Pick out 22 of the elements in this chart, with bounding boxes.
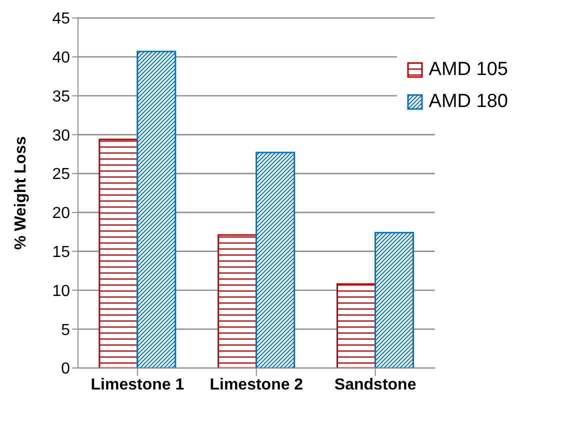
y-tick-label: 35 — [52, 88, 70, 106]
x-tick-label: Sandstone — [334, 376, 416, 394]
bar — [136, 50, 176, 368]
bar — [336, 283, 376, 368]
y-tick-label: 5 — [61, 322, 70, 339]
bar — [374, 232, 414, 368]
y-tick-label: 25 — [52, 166, 70, 184]
y-tick-label: 0 — [61, 360, 70, 378]
y-tick-label: 20 — [52, 205, 70, 222]
legend-label: AMD 105 — [428, 58, 508, 82]
x-tick-label: Limestone 1 — [90, 376, 184, 394]
y-tick-label: 45 — [52, 10, 70, 28]
bar — [256, 152, 296, 368]
legend-label: AMD 180 — [428, 90, 508, 114]
y-tick-label: 10 — [52, 282, 70, 300]
y-tick-label: 15 — [52, 244, 70, 262]
y-axis-title: % Weight Loss — [12, 136, 30, 250]
y-tick-label: 30 — [52, 127, 70, 144]
bar — [98, 138, 138, 368]
x-tick-label: Limestone 2 — [210, 376, 304, 394]
bar — [218, 234, 258, 368]
y-tick-label: 40 — [52, 50, 70, 67]
